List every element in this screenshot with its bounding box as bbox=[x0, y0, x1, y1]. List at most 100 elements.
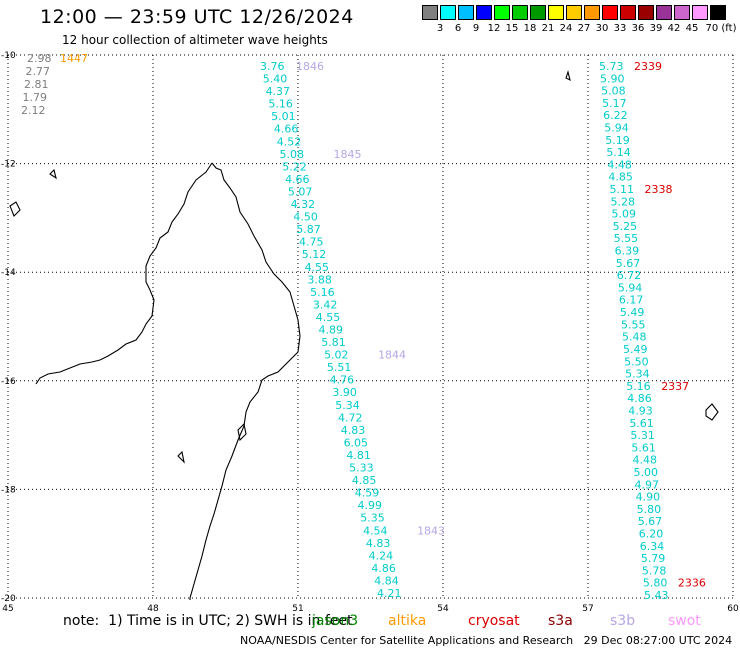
s3b-wave-height: 5.02 bbox=[324, 349, 349, 362]
legend-label: 12 bbox=[487, 23, 501, 34]
s3a-wave-height: 5.25 bbox=[613, 220, 638, 233]
s3a-wave-height: 5.78 bbox=[642, 564, 667, 577]
s3b-wave-height: 4.83 bbox=[341, 424, 366, 437]
s3a-wave-height: 5.61 bbox=[631, 441, 656, 454]
small-island-path bbox=[177, 450, 185, 464]
legend-swatch bbox=[710, 5, 726, 20]
s3b-wave-height: 4.24 bbox=[369, 549, 394, 562]
s3b-wave-height: 4.83 bbox=[366, 537, 391, 550]
s3b-wave-height: 5.07 bbox=[288, 185, 313, 198]
mayotte-island-path bbox=[49, 168, 57, 180]
axis-tick-labels: 45 48 51 54 57 60 -10 -12 -14 -16 -18 -20 bbox=[1, 51, 739, 614]
legend-label: 70 (ft) bbox=[705, 23, 737, 34]
s3a-wave-height: 5.94 bbox=[618, 281, 643, 294]
madagascar-coastline bbox=[9, 70, 719, 600]
y-tick-label: -14 bbox=[1, 268, 16, 278]
s3a-wave-height: 6.20 bbox=[639, 527, 664, 540]
s3a-wave-height: 5.11 bbox=[609, 183, 634, 196]
s3b-wave-height: 4.52 bbox=[277, 135, 302, 148]
s3a-wave-height: 5.17 bbox=[602, 97, 627, 110]
s3b-wave-height: 5.16 bbox=[310, 286, 335, 299]
legend-label: 45 bbox=[685, 23, 699, 34]
satellite-key-s3b: s3b bbox=[610, 613, 636, 629]
legend-label: 15 bbox=[505, 23, 519, 34]
s3a-pass-time: 2337 bbox=[661, 380, 689, 393]
s3a-wave-height: 6.39 bbox=[615, 245, 640, 258]
altika-wave-height: 2.12 bbox=[21, 104, 46, 117]
s3a-wave-height: 6.17 bbox=[619, 294, 644, 307]
s3a-wave-height: 5.34 bbox=[625, 368, 650, 381]
x-tick-label: 51 bbox=[292, 604, 303, 614]
s3b-wave-height: 5.01 bbox=[271, 110, 296, 123]
legend-swatch bbox=[494, 5, 510, 20]
y-tick-label: -18 bbox=[1, 485, 16, 495]
small-island-path-2 bbox=[565, 70, 571, 82]
madagascar-coastline-path bbox=[189, 162, 301, 600]
madagascar-west-coast-path bbox=[35, 162, 213, 385]
legend-swatch bbox=[512, 5, 528, 20]
s3b-wave-height: 5.08 bbox=[279, 148, 304, 161]
s3a-wave-height: 5.19 bbox=[605, 134, 630, 147]
s3b-wave-height: 4.99 bbox=[357, 499, 382, 512]
legend-label: 21 bbox=[541, 23, 555, 34]
legend-swatch bbox=[548, 5, 564, 20]
s3b-wave-height: 3.90 bbox=[332, 386, 357, 399]
x-tick-label: 60 bbox=[727, 604, 739, 614]
legend-swatch bbox=[476, 5, 492, 20]
s3a-wave-height: 4.93 bbox=[628, 404, 653, 417]
s3a-wave-height: 5.48 bbox=[622, 331, 647, 344]
s3a-wave-height: 5.31 bbox=[630, 429, 655, 442]
satellite-key-cryosat: cryosat bbox=[468, 613, 520, 629]
altika-pass-time: 1447 bbox=[60, 52, 88, 65]
s3a-wave-height: 5.50 bbox=[624, 355, 649, 368]
s3b-wave-height: 5.87 bbox=[296, 223, 321, 236]
grid-lines bbox=[7, 54, 734, 599]
s3b-wave-height: 5.34 bbox=[335, 399, 360, 412]
s3b-wave-height: 5.22 bbox=[282, 160, 307, 173]
s3b-wave-height: 4.76 bbox=[330, 374, 355, 387]
footer-note: note: 1) Time is in UTC; 2) SWH is in fe… bbox=[63, 613, 353, 629]
s3a-wave-height: 5.00 bbox=[634, 466, 659, 479]
s3a-wave-height: 5.55 bbox=[614, 232, 639, 245]
y-tick-label: -12 bbox=[1, 160, 16, 170]
legend-swatch bbox=[530, 5, 546, 20]
legend-swatch bbox=[440, 5, 456, 20]
comoros-island-path bbox=[9, 201, 21, 217]
s3a-pass-time: 2336 bbox=[678, 577, 706, 590]
s3b-pass-time: 1846 bbox=[296, 60, 324, 73]
s3b-pass-time: 1844 bbox=[378, 349, 406, 362]
s3a-wave-height: 5.79 bbox=[641, 552, 666, 565]
s3b-pass-time: 1843 bbox=[417, 524, 445, 537]
x-tick-label: 45 bbox=[2, 604, 13, 614]
s3a-wave-height: 4.85 bbox=[608, 171, 633, 184]
legend-swatch bbox=[674, 5, 690, 20]
legend-label: 24 bbox=[559, 23, 573, 34]
reunion-mauritius-island-path bbox=[705, 403, 719, 421]
s3a-pass-time: 2338 bbox=[644, 183, 672, 196]
s3b-wave-height: 4.89 bbox=[318, 324, 343, 337]
s3a-wave-height: 5.16 bbox=[626, 380, 651, 393]
s3b-wave-height: 5.40 bbox=[263, 73, 288, 86]
s3a-wave-height: 4.97 bbox=[635, 478, 660, 491]
s3b-wave-height: 4.85 bbox=[352, 474, 377, 487]
legend-swatch bbox=[602, 5, 618, 20]
s3a-wave-height: 5.67 bbox=[638, 515, 663, 528]
s3b-wave-height: 4.50 bbox=[293, 211, 318, 224]
legend-label: 9 bbox=[472, 23, 480, 34]
altika-wave-height: 1.79 bbox=[23, 91, 48, 104]
map-subtitle: 12 hour collection of altimeter wave hei… bbox=[62, 33, 328, 47]
s3b-wave-height: 5.35 bbox=[360, 512, 385, 525]
legend-swatch bbox=[638, 5, 654, 20]
s3a-wave-height: 4.48 bbox=[607, 158, 632, 171]
x-tick-label: 48 bbox=[147, 604, 159, 614]
s3b-wave-height: 6.05 bbox=[344, 436, 369, 449]
s3b-wave-height: 5.51 bbox=[327, 361, 352, 374]
satellite-key-altika: altika bbox=[388, 613, 427, 629]
s3b-wave-height: 4.54 bbox=[363, 524, 388, 537]
s3b-wave-height: 5.81 bbox=[321, 336, 346, 349]
s3b-wave-height: 4.81 bbox=[346, 449, 371, 462]
legend-label: 33 bbox=[613, 23, 627, 34]
s3a-wave-height: 5.61 bbox=[629, 417, 654, 430]
x-tick-label: 57 bbox=[582, 604, 593, 614]
